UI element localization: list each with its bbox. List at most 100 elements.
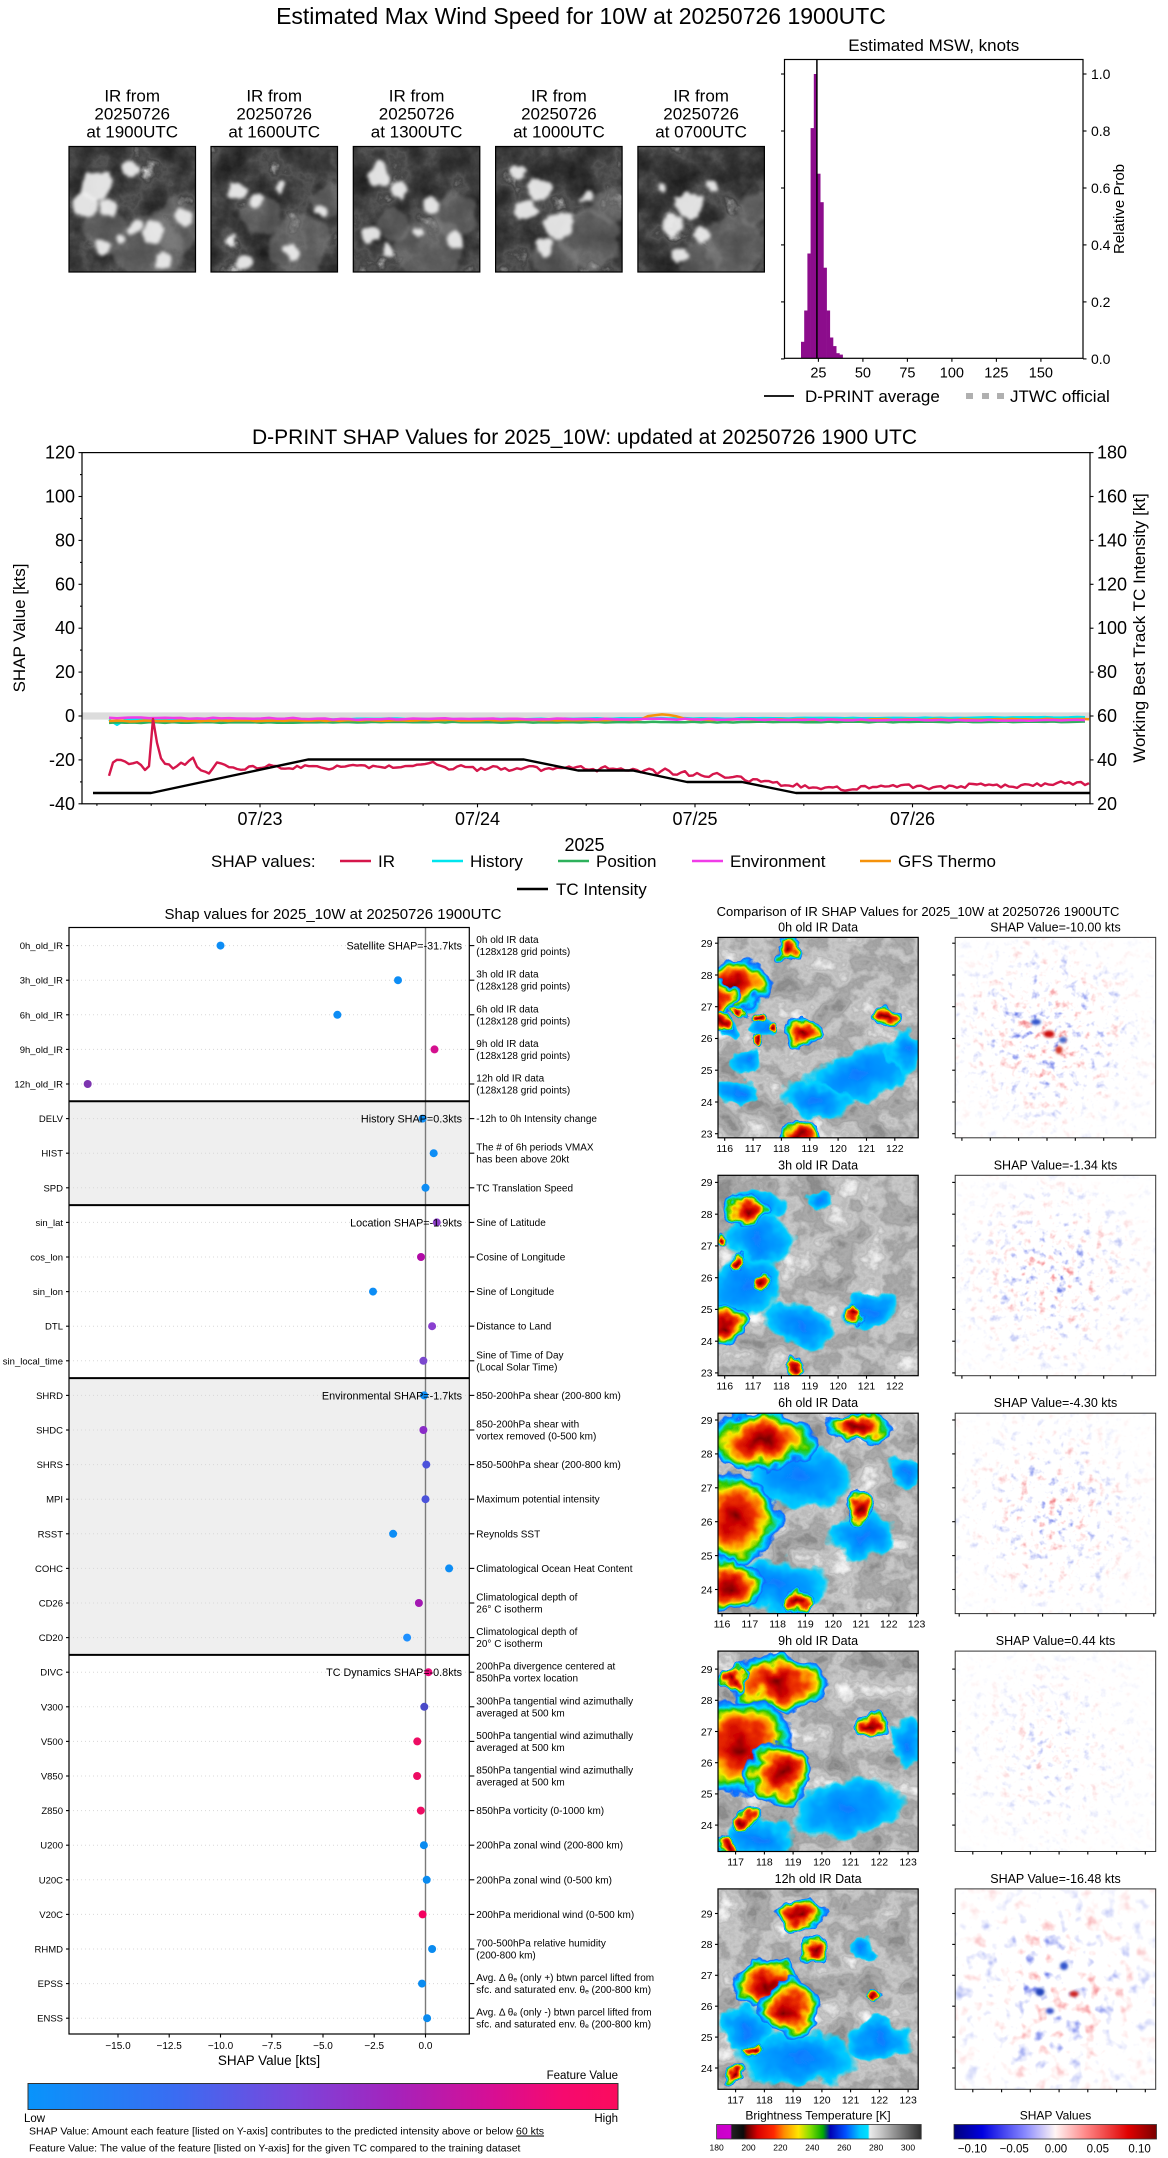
svg-text:sfc. and saturated env. θₑ (20: sfc. and saturated env. θₑ (200-800 km) [476, 2020, 651, 2031]
svg-text:0.0: 0.0 [419, 2041, 433, 2052]
svg-text:The # of 6h periods VMAX: The # of 6h periods VMAX [476, 1143, 594, 1154]
svg-text:20: 20 [1097, 794, 1117, 814]
svg-text:40: 40 [1097, 750, 1117, 770]
svg-text:2025: 2025 [564, 835, 604, 855]
svg-text:29: 29 [701, 1908, 713, 1920]
svg-text:3h old IR Data: 3h old IR Data [778, 1158, 858, 1172]
svg-text:117: 117 [745, 1381, 762, 1393]
svg-text:6h_old_IR: 6h_old_IR [20, 1010, 63, 1021]
svg-text:9h old IR data: 9h old IR data [476, 1039, 539, 1050]
svg-text:V850: V850 [41, 1772, 63, 1783]
svg-text:28: 28 [701, 1695, 713, 1707]
svg-text:DTL: DTL [45, 1322, 63, 1333]
svg-text:D-PRINT average: D-PRINT average [805, 387, 940, 406]
svg-text:IR from: IR from [246, 87, 302, 106]
svg-text:−7.5: −7.5 [262, 2041, 282, 2052]
svg-text:20: 20 [55, 662, 75, 682]
svg-text:SHAP Values: SHAP Values [1020, 2109, 1092, 2123]
svg-text:0.00: 0.00 [1045, 2144, 1067, 2156]
svg-text:History SHAP=0.3kts: History SHAP=0.3kts [361, 1114, 463, 1126]
svg-text:07/24: 07/24 [455, 809, 500, 829]
svg-text:DIVC: DIVC [40, 1668, 63, 1679]
svg-text:26: 26 [701, 1273, 713, 1285]
svg-text:SHAP Value=-16.48 kts: SHAP Value=-16.48 kts [990, 1872, 1121, 1886]
svg-text:07/23: 07/23 [237, 809, 282, 829]
svg-text:U20C: U20C [39, 1875, 63, 1886]
svg-text:26: 26 [701, 1758, 713, 1770]
svg-text:240: 240 [805, 2143, 819, 2153]
svg-text:121: 121 [842, 1857, 860, 1869]
svg-text:260: 260 [837, 2143, 851, 2153]
svg-text:IR from: IR from [389, 87, 445, 106]
svg-text:SPD: SPD [43, 1183, 63, 1194]
svg-text:12h_old_IR: 12h_old_IR [14, 1080, 63, 1091]
svg-text:120: 120 [813, 2094, 831, 2106]
svg-text:RSST: RSST [38, 1529, 64, 1540]
svg-text:29: 29 [701, 1664, 713, 1676]
svg-text:119: 119 [801, 1143, 818, 1155]
svg-text:200hPa zonal wind (0-500 km): 200hPa zonal wind (0-500 km) [476, 1875, 612, 1886]
svg-text:850hPa vorticity (0-1000 km): 850hPa vorticity (0-1000 km) [476, 1806, 604, 1817]
svg-text:122: 122 [871, 1857, 889, 1869]
svg-text:Brightness Temperature [K]: Brightness Temperature [K] [745, 2109, 890, 2123]
svg-text:SHAP values:: SHAP values: [211, 852, 316, 871]
svg-text:120: 120 [824, 1619, 842, 1631]
svg-text:122: 122 [886, 1381, 904, 1393]
svg-text:120: 120 [45, 443, 75, 463]
svg-text:cos_lon: cos_lon [30, 1253, 63, 1264]
svg-text:CD26: CD26 [39, 1599, 63, 1610]
svg-text:200hPa meridional wind (0-500: 200hPa meridional wind (0-500 km) [476, 1910, 634, 1921]
svg-text:Environmental SHAP=-1.7kts: Environmental SHAP=-1.7kts [322, 1390, 463, 1402]
svg-text:220: 220 [773, 2143, 787, 2153]
svg-text:(200-800 km): (200-800 km) [476, 1951, 535, 1962]
svg-text:IR from: IR from [104, 87, 160, 106]
svg-text:TC Intensity: TC Intensity [556, 880, 647, 899]
svg-text:Shap values for 2025_10W at 20: Shap values for 2025_10W at 20250726 190… [165, 906, 502, 923]
svg-text:Z850: Z850 [41, 1806, 63, 1817]
svg-text:Low: Low [24, 2113, 46, 2125]
svg-text:ENSS: ENSS [37, 2014, 63, 2025]
svg-text:20250726: 20250726 [94, 105, 170, 124]
svg-text:3h old IR data: 3h old IR data [476, 970, 539, 981]
svg-text:SHAP Value=-10.00 kts: SHAP Value=-10.00 kts [990, 920, 1121, 934]
svg-text:Estimated MSW, knots: Estimated MSW, knots [848, 36, 1019, 55]
svg-text:24: 24 [701, 1584, 713, 1596]
svg-text:Relative Prob: Relative Prob [1111, 164, 1128, 254]
svg-text:24: 24 [701, 1820, 713, 1832]
svg-text:(128x128 grid points): (128x128 grid points) [476, 1051, 570, 1062]
svg-text:117: 117 [727, 2094, 744, 2106]
svg-text:Cosine of Longitude: Cosine of Longitude [476, 1253, 565, 1264]
svg-text:V20C: V20C [39, 1910, 63, 1921]
svg-text:300: 300 [901, 2143, 915, 2153]
svg-text:80: 80 [55, 530, 75, 550]
svg-text:50: 50 [855, 365, 871, 381]
svg-text:116: 116 [716, 1381, 733, 1393]
svg-text:25: 25 [810, 365, 826, 381]
svg-text:sin_lon: sin_lon [33, 1287, 63, 1298]
svg-text:U200: U200 [40, 1841, 63, 1852]
svg-text:100: 100 [45, 487, 75, 507]
svg-text:V500: V500 [41, 1737, 63, 1748]
svg-text:122: 122 [886, 1143, 904, 1155]
svg-text:300hPa tangential wind azimuth: 300hPa tangential wind azimuthally [476, 1696, 633, 1707]
svg-text:850-500hPa shear (200-800 km): 850-500hPa shear (200-800 km) [476, 1460, 621, 1471]
svg-text:(128x128 grid points): (128x128 grid points) [476, 982, 570, 993]
svg-text:23: 23 [701, 1129, 713, 1141]
svg-text:27: 27 [701, 1483, 713, 1495]
svg-text:119: 119 [797, 1619, 814, 1631]
svg-text:−5.0: −5.0 [313, 2041, 333, 2052]
svg-text:−10.0: −10.0 [208, 2041, 234, 2052]
svg-text:SHAP Value=-4.30 kts: SHAP Value=-4.30 kts [994, 1396, 1118, 1410]
svg-text:120: 120 [829, 1381, 847, 1393]
svg-text:Sine of Longitude: Sine of Longitude [476, 1287, 554, 1298]
svg-text:27: 27 [701, 1726, 713, 1738]
svg-text:Working Best Track TC Intensit: Working Best Track TC Intensity [kt] [1130, 493, 1149, 763]
svg-text:24: 24 [701, 2063, 713, 2075]
svg-text:HIST: HIST [41, 1149, 63, 1160]
svg-text:850hPa vortex location: 850hPa vortex location [476, 1674, 578, 1685]
svg-text:280: 280 [869, 2143, 883, 2153]
svg-text:140: 140 [1097, 530, 1127, 550]
svg-text:119: 119 [785, 1857, 802, 1869]
svg-text:High: High [594, 2113, 618, 2125]
svg-text:−15.0: −15.0 [105, 2041, 131, 2052]
